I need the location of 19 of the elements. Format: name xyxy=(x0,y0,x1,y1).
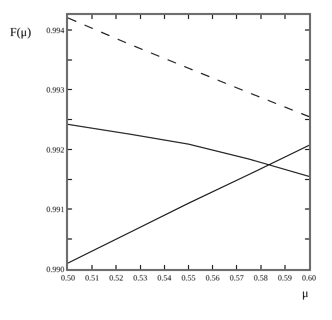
x-tick-label: 0.54 xyxy=(157,274,172,283)
y-axis-title: F(μ) xyxy=(10,25,32,39)
line-series xyxy=(68,17,309,118)
x-tick-label: 0.59 xyxy=(278,274,292,283)
y-tick-label: 0.993 xyxy=(46,86,64,95)
x-tick-label: 0.58 xyxy=(254,274,268,283)
x-tick-label: 0.52 xyxy=(109,274,124,283)
y-tick-label: 0.991 xyxy=(46,205,64,214)
x-tick-label: 0.57 xyxy=(230,274,244,283)
x-tick-label: 0.56 xyxy=(206,274,220,283)
y-tick-label: 0.992 xyxy=(46,145,64,154)
x-tick-label: 0.50 xyxy=(61,274,75,283)
x-tick-label: 0.51 xyxy=(85,274,100,283)
x-tick-label: 0.60 xyxy=(302,274,316,283)
x-tick-label: 0.55 xyxy=(182,274,196,283)
x-axis-title: μ xyxy=(302,286,308,300)
x-tick-label: 0.53 xyxy=(133,274,148,283)
y-tick-label: 0.990 xyxy=(46,264,64,274)
y-tick-label: 0.994 xyxy=(46,26,64,35)
